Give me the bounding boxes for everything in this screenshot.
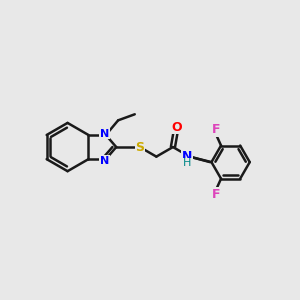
Text: S: S	[135, 141, 144, 154]
Text: N: N	[100, 156, 109, 166]
Text: H: H	[183, 158, 191, 168]
Text: O: O	[171, 121, 181, 134]
Text: F: F	[212, 188, 220, 201]
Text: F: F	[212, 123, 220, 136]
Text: N: N	[182, 149, 192, 163]
Text: N: N	[100, 128, 109, 139]
